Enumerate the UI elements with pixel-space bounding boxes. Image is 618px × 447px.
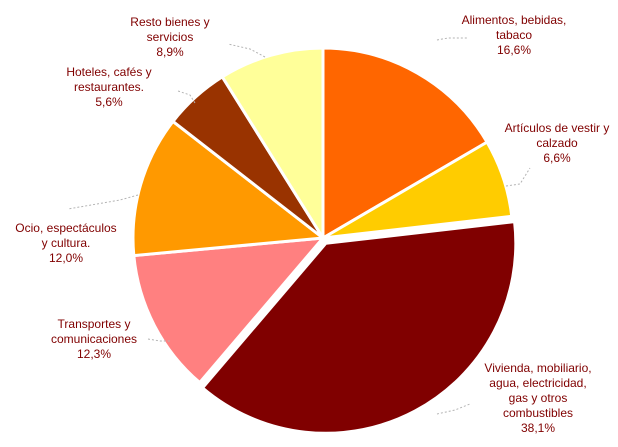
slice-value-text: 16,6%	[497, 43, 531, 57]
pie-slices	[131, 46, 518, 435]
slice-label-line: comunicaciones	[51, 332, 137, 346]
slice-label-line: Transportes y	[58, 317, 131, 331]
slice-label: Ocio, espectáculos y cultura. 12,0%	[15, 221, 116, 265]
leader-line	[505, 167, 531, 187]
slice-label-line: gas y otros	[509, 391, 568, 405]
slice-label-line: y cultura.	[42, 236, 91, 250]
pie-slice	[322, 140, 514, 240]
slice-label: Artículos de vestir y calzado 6,6%	[505, 121, 610, 165]
slice-label-line: agua, electricidad,	[489, 376, 586, 390]
slice-value-text: 12,3%	[77, 347, 111, 361]
slice-label: Alimentos, bebidas, tabaco 16,6%	[462, 13, 567, 57]
slice-label: Transportes y comunicaciones 12,3%	[51, 317, 137, 361]
slice-label-line: Artículos de vestir y	[505, 121, 610, 135]
slice-label-line: Ocio, espectáculos	[15, 221, 116, 235]
slice-label-line: Vivienda, mobiliario,	[484, 361, 591, 375]
leader-line	[227, 43, 266, 58]
leader-line	[147, 338, 170, 342]
slice-label-line: Alimentos, bebidas,	[462, 13, 567, 27]
slice-label: Resto bienes y servicios 8,9%	[130, 15, 209, 59]
pie-slice	[131, 119, 327, 258]
slice-label: Hoteles, cafés y restaurantes. 5,6%	[66, 65, 151, 109]
slice-label-line: calzado	[536, 136, 578, 150]
slice-label-line: servicios	[147, 30, 194, 44]
slice-label-line: tabaco	[496, 28, 532, 42]
pie-slice	[200, 219, 518, 435]
slice-value-text: 38,1%	[521, 421, 555, 435]
slice-labels: Alimentos, bebidas, tabaco 16,6% Artículos …	[15, 13, 609, 435]
slice-value-text: 8,9%	[156, 45, 184, 59]
slice-label-line: restaurantes.	[74, 80, 144, 94]
leader-lines	[67, 37, 531, 415]
slice-value-text: 6,6%	[543, 151, 571, 165]
slice-label: Vivienda, mobiliario, agua, electricidad,…	[484, 361, 591, 435]
slice-value-text: 12,0%	[49, 251, 83, 265]
leader-line	[67, 194, 139, 210]
slice-label-line: Hoteles, cafés y	[66, 65, 151, 79]
leader-line	[436, 37, 467, 41]
slice-label-line: combustibles	[503, 406, 573, 420]
pie-slice	[321, 46, 490, 241]
leader-line	[436, 403, 471, 415]
slice-value-text: 5,6%	[95, 95, 123, 109]
slice-label-line: Resto bienes y	[130, 15, 209, 29]
pie-slice	[132, 236, 327, 385]
leader-line	[177, 90, 196, 104]
pie-slice	[220, 46, 325, 244]
